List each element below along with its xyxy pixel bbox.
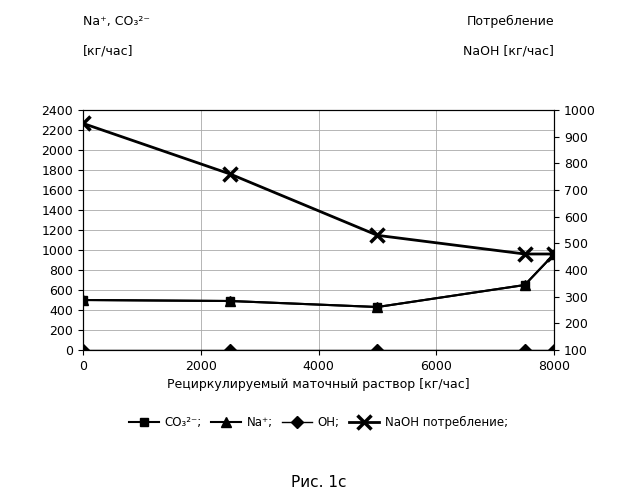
Text: Потребление: Потребление (466, 15, 554, 28)
X-axis label: Рециркулируемый маточный раствор [кг/час]: Рециркулируемый маточный раствор [кг/час… (167, 378, 470, 392)
Text: Рис. 1c: Рис. 1c (290, 475, 347, 490)
Text: NaOH [кг/час]: NaOH [кг/час] (463, 45, 554, 58)
Legend: CO₃²⁻;, Na⁺;, OH;, NaOH потребление;: CO₃²⁻;, Na⁺;, OH;, NaOH потребление; (124, 412, 513, 434)
Text: [кг/час]: [кг/час] (83, 45, 133, 58)
Text: Na⁺, CO₃²⁻: Na⁺, CO₃²⁻ (83, 15, 150, 28)
